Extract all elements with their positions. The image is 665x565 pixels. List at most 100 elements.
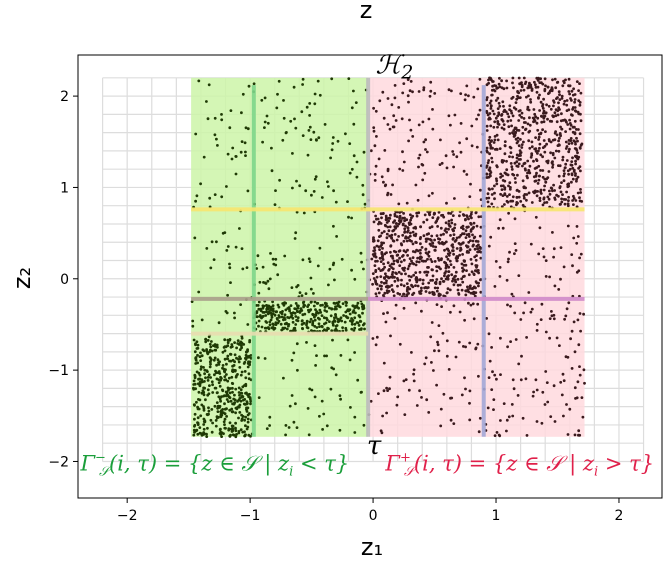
point-2-193 — [294, 315, 298, 318]
point-4-339 — [478, 234, 482, 238]
point-3-304 — [477, 374, 480, 378]
point-3-305 — [409, 80, 413, 83]
point-3-544 — [374, 214, 377, 218]
point-2-143 — [286, 307, 290, 310]
point-0-241 — [270, 169, 274, 173]
point-3-465 — [534, 378, 538, 382]
point-1-355 — [234, 411, 238, 415]
point-1-322 — [249, 397, 252, 401]
point-2-108 — [328, 306, 331, 310]
point-1-37 — [226, 341, 230, 345]
point-4-499 — [412, 291, 416, 295]
point-5-443 — [536, 79, 540, 82]
point-5-427 — [524, 80, 528, 84]
point-4-534 — [454, 274, 457, 278]
point-5-103 — [533, 119, 537, 123]
point-4-274 — [397, 222, 401, 226]
point-0-44 — [304, 292, 308, 295]
point-5-441 — [574, 199, 578, 202]
point-3-555 — [582, 368, 586, 372]
point-3-486 — [475, 145, 479, 149]
point-3-28 — [507, 415, 511, 419]
point-4-485 — [444, 240, 448, 244]
point-3-452 — [372, 129, 376, 133]
point-4-326 — [374, 292, 378, 296]
point-1-114 — [196, 346, 200, 350]
point-2-212 — [354, 311, 357, 315]
point-0-190 — [225, 185, 228, 188]
point-1-395 — [232, 364, 236, 367]
point-1-299 — [194, 387, 198, 391]
point-2-202 — [269, 305, 273, 309]
point-5-333 — [522, 140, 525, 144]
point-3-525 — [433, 260, 437, 263]
point-3-395 — [550, 310, 553, 313]
point-3-546 — [527, 139, 531, 143]
point-5-616 — [570, 163, 574, 167]
point-4-619 — [397, 249, 401, 253]
point-5-550 — [564, 78, 567, 82]
point-4-444 — [444, 264, 448, 268]
point-3-517 — [404, 378, 408, 381]
point-4-407 — [479, 247, 482, 250]
point-5-101 — [542, 97, 545, 101]
point-4-572 — [447, 265, 451, 269]
point-0-94 — [312, 190, 316, 193]
point-3-303 — [423, 362, 427, 366]
point-1-117 — [243, 370, 247, 373]
point-4-147 — [465, 269, 468, 272]
point-0-84 — [228, 266, 232, 270]
point-3-344 — [455, 259, 459, 263]
point-1-415 — [249, 434, 252, 438]
point-0-106 — [197, 290, 201, 294]
point-0-110 — [220, 113, 223, 116]
point-3-537 — [452, 165, 455, 169]
point-0-150 — [361, 193, 365, 197]
point-2-243 — [293, 311, 297, 315]
point-4-565 — [380, 243, 383, 247]
point-3-242 — [417, 123, 421, 127]
point-0-66 — [310, 388, 314, 392]
point-4-510 — [426, 270, 430, 274]
point-3-185 — [388, 127, 392, 131]
point-0-268 — [216, 144, 219, 147]
point-0-143 — [293, 237, 297, 240]
point-0-276 — [321, 428, 324, 431]
point-4-139 — [446, 257, 450, 261]
point-1-406 — [202, 407, 206, 410]
point-2-5 — [277, 305, 281, 309]
point-5-318 — [564, 162, 568, 166]
point-1-57 — [222, 432, 225, 435]
point-1-401 — [208, 348, 212, 352]
point-3-210 — [487, 159, 491, 162]
point-3-421 — [462, 169, 466, 173]
point-3-263 — [449, 310, 452, 314]
point-1-303 — [216, 391, 219, 394]
point-5-413 — [528, 164, 532, 168]
point-4-246 — [462, 263, 466, 267]
point-0-269 — [208, 196, 212, 200]
point-1-361 — [233, 360, 237, 364]
point-3-387 — [386, 191, 390, 195]
gamma-minus-symbol: Γ — [79, 452, 96, 476]
point-0-234 — [313, 102, 317, 106]
point-5-286 — [512, 129, 516, 132]
point-0-23 — [313, 395, 317, 399]
point-1-280 — [242, 343, 246, 346]
point-0-311 — [271, 257, 275, 261]
point-3-184 — [554, 114, 558, 118]
point-4-370 — [436, 216, 440, 220]
point-2-170 — [323, 305, 327, 309]
point-3-213 — [544, 259, 548, 262]
point-0-118 — [350, 167, 354, 171]
point-4-317 — [437, 210, 441, 214]
point-0-209 — [289, 119, 293, 123]
point-5-214 — [576, 110, 580, 114]
point-5-507 — [491, 109, 495, 113]
point-1-354 — [220, 435, 224, 438]
point-2-190 — [332, 319, 336, 322]
point-3-262 — [491, 370, 494, 374]
point-4-193 — [415, 241, 418, 245]
point-0-316 — [238, 227, 241, 230]
point-4-611 — [456, 288, 460, 292]
